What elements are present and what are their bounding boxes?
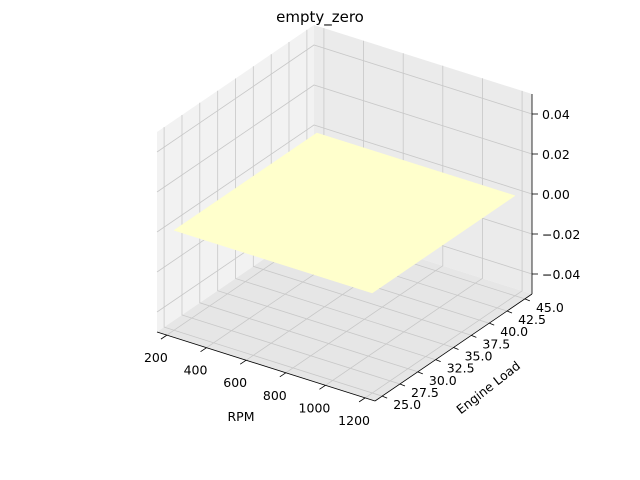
x-tick <box>200 347 207 353</box>
y-tick-label: 37.5 <box>482 336 510 351</box>
y-tick <box>489 322 495 326</box>
x-tick-label: 800 <box>263 388 287 403</box>
x-axis-line <box>156 331 376 402</box>
y-tick-label: 27.5 <box>411 385 439 400</box>
y-tick <box>381 395 388 399</box>
x-gridline <box>325 78 483 386</box>
z-tick-label: 0.00 <box>542 187 570 202</box>
z-tick-label: −0.04 <box>542 267 580 282</box>
y-tick-label: 45.0 <box>536 300 564 315</box>
x-tick-label: 1000 <box>299 400 331 415</box>
y-tick-label: 30.0 <box>429 373 457 388</box>
y-tick-label: 40.0 <box>500 324 528 339</box>
y-gridline <box>199 102 418 373</box>
z-tick-label: 0.02 <box>542 147 570 162</box>
z-tick-label: −0.02 <box>542 227 580 242</box>
x-gridline <box>285 65 444 374</box>
y-gridline <box>181 115 401 385</box>
z-tick-label: 0.04 <box>542 107 570 122</box>
x-tick-label: 400 <box>184 363 208 378</box>
x-tick-label: 1200 <box>338 413 370 428</box>
z-gridline <box>156 84 533 193</box>
x-axis-label: RPM <box>227 409 254 424</box>
x-tick <box>279 372 287 378</box>
y-tick <box>399 383 406 387</box>
y-gridline <box>235 78 454 348</box>
z-gridline <box>156 44 533 153</box>
x-tick <box>160 334 168 340</box>
z-gridline <box>156 124 533 233</box>
y-tick <box>453 347 459 350</box>
x-tick-label: 600 <box>223 375 247 390</box>
surface-plane <box>173 132 516 294</box>
y-tick <box>435 359 441 363</box>
y-gridline <box>252 66 472 336</box>
y-gridline <box>217 90 436 361</box>
x-gridline <box>364 90 523 399</box>
chart-title: empty_zero <box>276 8 364 26</box>
y-tick-label: 42.5 <box>518 312 546 327</box>
y-tick <box>417 371 423 375</box>
x-tick <box>319 384 326 390</box>
x-tick <box>239 359 247 365</box>
y-tick-label: 35.0 <box>465 349 493 364</box>
y-gridline <box>163 127 383 397</box>
x-tick-label: 200 <box>144 350 168 365</box>
x-tick <box>358 397 366 403</box>
y-tick <box>471 334 477 338</box>
y-tick-label: 25.0 <box>393 397 421 412</box>
y-tick-label: 32.5 <box>447 361 475 376</box>
y-tick <box>506 310 513 314</box>
y-tick <box>524 298 531 302</box>
